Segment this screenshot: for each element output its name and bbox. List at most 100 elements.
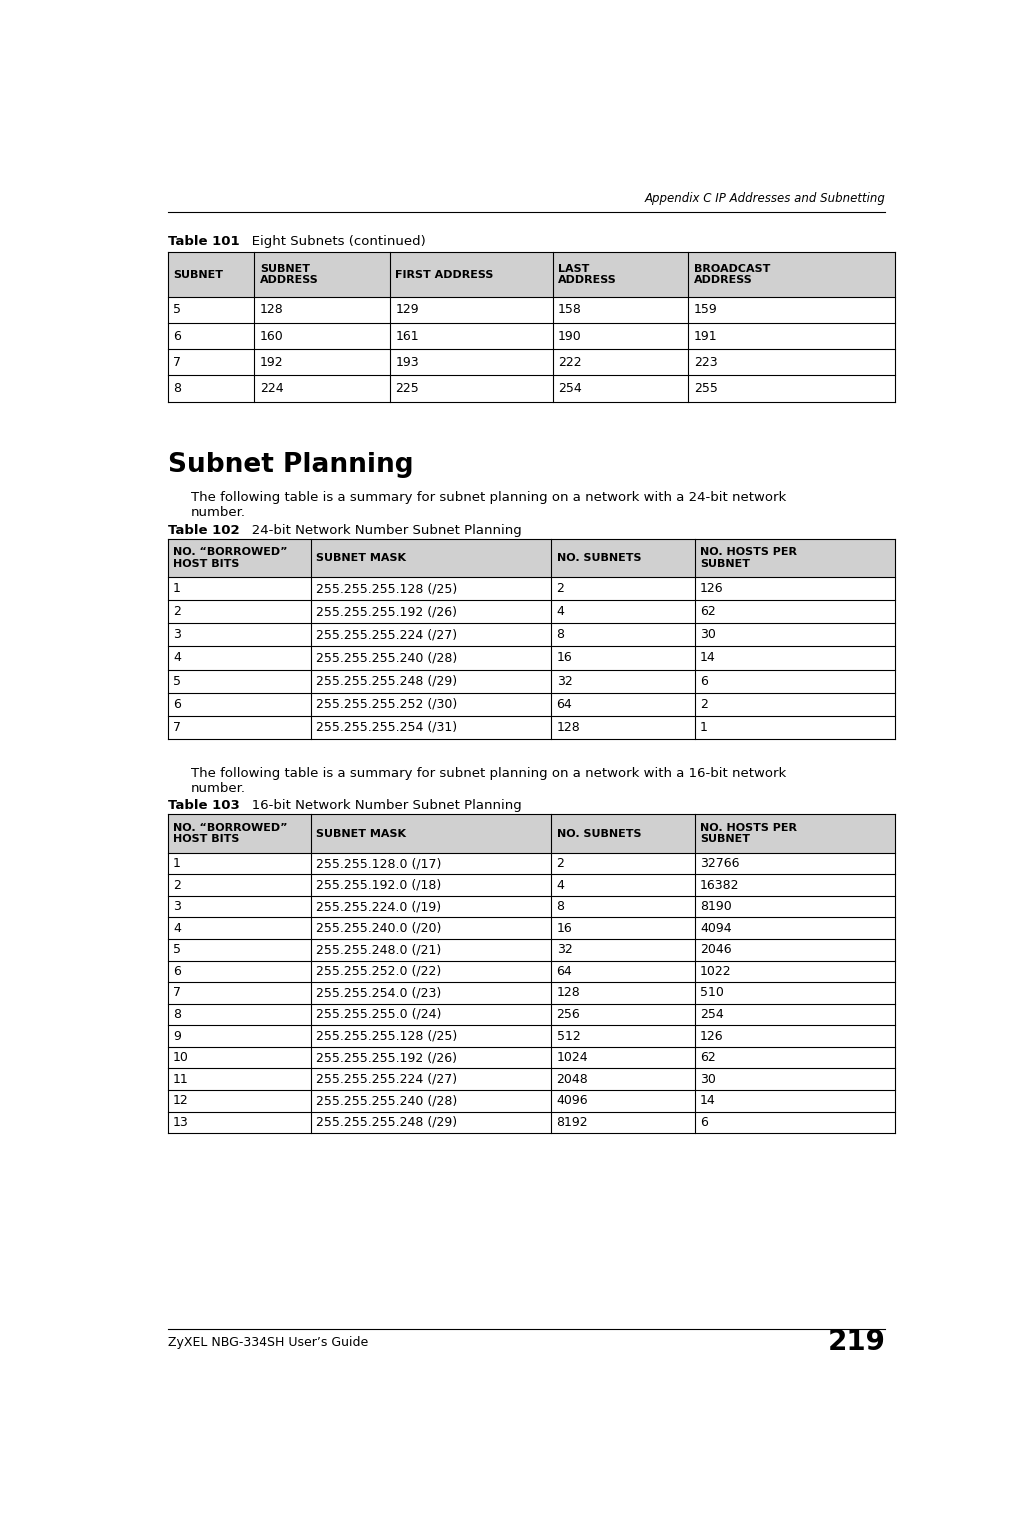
Text: NO. “BORROWED”
HOST BITS: NO. “BORROWED” HOST BITS xyxy=(173,823,287,844)
Text: 222: 222 xyxy=(558,355,581,369)
Text: Table 103: Table 103 xyxy=(168,799,239,812)
Text: 16-bit Network Number Subnet Planning: 16-bit Network Number Subnet Planning xyxy=(239,799,522,812)
Text: SUBNET MASK: SUBNET MASK xyxy=(317,829,406,838)
Text: 24-bit Network Number Subnet Planning: 24-bit Network Number Subnet Planning xyxy=(239,524,522,536)
Text: 255.255.255.240 (/28): 255.255.255.240 (/28) xyxy=(317,1094,458,1108)
Text: 160: 160 xyxy=(260,329,284,343)
Bar xyxy=(168,578,895,600)
Text: 255.255.255.192 (/26): 255.255.255.192 (/26) xyxy=(317,605,457,619)
Text: NO. HOSTS PER
SUBNET: NO. HOSTS PER SUBNET xyxy=(700,547,797,568)
Text: 2048: 2048 xyxy=(557,1073,588,1085)
Text: 64: 64 xyxy=(557,965,572,978)
Text: 64: 64 xyxy=(557,698,572,710)
Text: 3: 3 xyxy=(173,901,181,913)
Text: NO. HOSTS PER
SUBNET: NO. HOSTS PER SUBNET xyxy=(700,823,797,844)
Text: NO. “BORROWED”
HOST BITS: NO. “BORROWED” HOST BITS xyxy=(173,547,287,568)
Text: 8: 8 xyxy=(557,901,565,913)
Text: 62: 62 xyxy=(700,1052,716,1064)
Text: 30: 30 xyxy=(700,628,716,642)
Bar xyxy=(168,981,895,1004)
Text: SUBNET
ADDRESS: SUBNET ADDRESS xyxy=(260,264,319,285)
Text: 4: 4 xyxy=(173,922,181,934)
Bar xyxy=(168,1090,895,1111)
Text: 128: 128 xyxy=(557,986,580,1000)
Text: 255.255.255.224 (/27): 255.255.255.224 (/27) xyxy=(317,1073,457,1085)
Bar xyxy=(168,623,895,646)
Bar xyxy=(168,349,895,375)
Text: 255.255.128.0 (/17): 255.255.128.0 (/17) xyxy=(317,856,442,870)
Text: 2: 2 xyxy=(173,605,181,619)
Text: 4: 4 xyxy=(557,605,564,619)
Text: BROADCAST
ADDRESS: BROADCAST ADDRESS xyxy=(694,264,771,285)
Text: 219: 219 xyxy=(828,1329,886,1356)
Text: 32766: 32766 xyxy=(700,856,739,870)
Text: 224: 224 xyxy=(260,383,283,395)
Text: 1: 1 xyxy=(173,582,181,596)
Text: 9: 9 xyxy=(173,1030,181,1042)
Text: number.: number. xyxy=(190,506,245,520)
Bar xyxy=(168,917,895,939)
Text: 6: 6 xyxy=(173,698,181,710)
Text: 510: 510 xyxy=(700,986,724,1000)
Text: The following table is a summary for subnet planning on a network with a 16-bit : The following table is a summary for sub… xyxy=(190,767,786,780)
Text: 255.255.255.252 (/30): 255.255.255.252 (/30) xyxy=(317,698,458,710)
Text: 2: 2 xyxy=(700,698,708,710)
Text: 2: 2 xyxy=(173,879,181,892)
Bar xyxy=(168,323,895,349)
Text: 129: 129 xyxy=(395,303,419,317)
Text: 256: 256 xyxy=(557,1007,580,1021)
Text: 191: 191 xyxy=(694,329,718,343)
Text: 14: 14 xyxy=(700,1094,716,1108)
Text: 32: 32 xyxy=(557,943,572,956)
Text: 8: 8 xyxy=(173,1007,181,1021)
Text: ZyXEL NBG-334SH User’s Guide: ZyXEL NBG-334SH User’s Guide xyxy=(168,1337,367,1349)
Text: 255.255.255.0 (/24): 255.255.255.0 (/24) xyxy=(317,1007,442,1021)
Text: 255.255.224.0 (/19): 255.255.224.0 (/19) xyxy=(317,901,442,913)
Bar xyxy=(168,939,895,960)
Text: 223: 223 xyxy=(694,355,718,369)
Text: 255: 255 xyxy=(694,383,718,395)
Text: number.: number. xyxy=(190,782,245,796)
Text: 161: 161 xyxy=(395,329,419,343)
Text: 192: 192 xyxy=(260,355,283,369)
Text: 5: 5 xyxy=(173,943,181,956)
Bar xyxy=(168,960,895,981)
Bar xyxy=(168,875,895,896)
Bar xyxy=(168,297,895,323)
Text: 5: 5 xyxy=(173,675,181,687)
Text: 11: 11 xyxy=(173,1073,188,1085)
Bar xyxy=(168,692,895,716)
Bar xyxy=(168,1047,895,1068)
Text: 16: 16 xyxy=(557,651,572,664)
Text: NO. SUBNETS: NO. SUBNETS xyxy=(557,553,641,562)
Bar xyxy=(168,251,895,297)
Text: 254: 254 xyxy=(700,1007,724,1021)
Text: 225: 225 xyxy=(395,383,419,395)
Text: 2: 2 xyxy=(557,856,564,870)
Text: 255.255.255.240 (/28): 255.255.255.240 (/28) xyxy=(317,651,458,664)
Bar xyxy=(168,1111,895,1132)
Text: 2046: 2046 xyxy=(700,943,732,956)
Text: 126: 126 xyxy=(700,582,724,596)
Text: LAST
ADDRESS: LAST ADDRESS xyxy=(558,264,617,285)
Text: 16382: 16382 xyxy=(700,879,739,892)
Bar xyxy=(168,600,895,623)
Text: Eight Subnets (continued): Eight Subnets (continued) xyxy=(239,235,426,248)
Text: Table 102: Table 102 xyxy=(168,524,239,536)
Text: 6: 6 xyxy=(700,1116,708,1129)
Text: 190: 190 xyxy=(558,329,582,343)
Text: 32: 32 xyxy=(557,675,572,687)
Text: 12: 12 xyxy=(173,1094,188,1108)
Text: 6: 6 xyxy=(700,675,708,687)
Text: 5: 5 xyxy=(173,303,181,317)
Bar xyxy=(168,1004,895,1026)
Text: 1022: 1022 xyxy=(700,965,732,978)
Text: 8190: 8190 xyxy=(700,901,732,913)
Text: The following table is a summary for subnet planning on a network with a 24-bit : The following table is a summary for sub… xyxy=(190,491,786,504)
Bar xyxy=(168,1068,895,1090)
Text: 1: 1 xyxy=(700,721,708,733)
Text: 126: 126 xyxy=(700,1030,724,1042)
Text: 1: 1 xyxy=(173,856,181,870)
Bar xyxy=(168,538,895,578)
Text: 255.255.248.0 (/21): 255.255.248.0 (/21) xyxy=(317,943,442,956)
